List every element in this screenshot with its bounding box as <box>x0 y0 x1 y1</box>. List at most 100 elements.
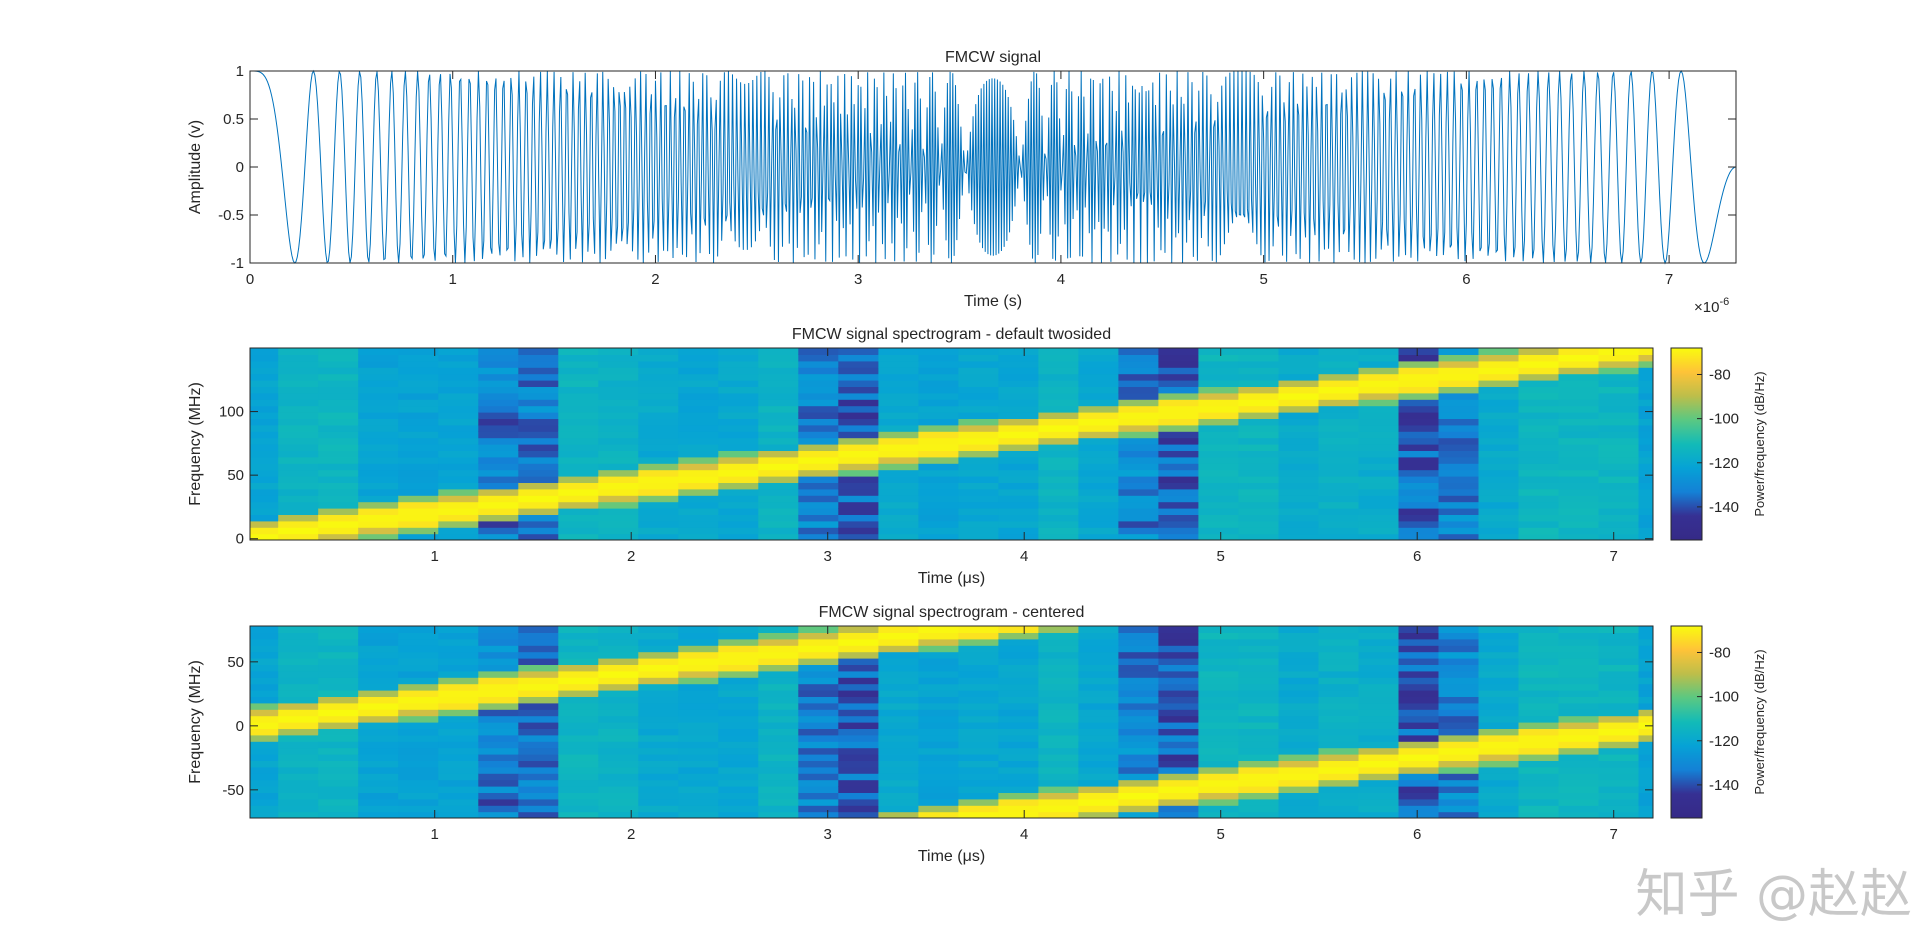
spectrogram-cell <box>318 670 359 678</box>
spectrogram-cell <box>1638 476 1653 483</box>
y-axis-label: Amplitude (v) <box>187 120 204 214</box>
spectrogram-cell <box>798 696 839 704</box>
spectrogram-cell <box>1638 418 1653 426</box>
spectrogram-cell <box>1198 798 1239 806</box>
spectrogram-cell <box>438 437 479 445</box>
spectrogram-cell <box>1518 651 1560 659</box>
spectrogram-cell <box>1198 651 1239 659</box>
spectrogram-cell <box>250 456 279 464</box>
spectrogram-cell <box>1318 715 1360 723</box>
spectrogram-cell <box>438 670 479 678</box>
spectrogram-cell <box>958 463 999 471</box>
spectrogram-cell <box>1478 747 1520 755</box>
spectrogram-cell <box>838 450 879 458</box>
spectrogram-cell <box>598 450 639 458</box>
spectrogram-cell <box>918 638 959 646</box>
spectrogram-cell <box>1558 469 1600 477</box>
spectrogram-cell <box>838 715 879 723</box>
spectrogram-cell <box>1038 734 1079 742</box>
spectrogram-cell <box>518 638 559 646</box>
spectrogram-cell <box>1158 386 1199 394</box>
spectrogram-cell <box>1078 702 1119 710</box>
spectrogram-cell <box>718 431 759 439</box>
spectrogram-cell <box>1518 683 1560 691</box>
spectrogram-cell <box>918 690 959 697</box>
spectrogram-cell <box>318 798 359 806</box>
spectrogram-cell <box>1478 354 1520 362</box>
spectrogram-cell <box>798 754 839 761</box>
spectrogram-cell <box>1638 463 1653 471</box>
spectrogram-cell <box>398 626 439 633</box>
spectrogram-cell <box>838 405 879 413</box>
spectrogram-cell <box>598 354 639 362</box>
spectrogram-cell <box>678 638 719 646</box>
spectrogram-cell <box>558 386 599 394</box>
spectrogram-cell <box>358 722 399 729</box>
spectrogram-cell <box>958 670 999 678</box>
spectrogram-cell <box>838 664 879 672</box>
spectrogram-cell <box>1638 386 1653 394</box>
spectrogram-cell <box>1318 709 1360 717</box>
spectrogram-cell <box>1518 722 1560 729</box>
spectrogram-cell <box>250 632 279 640</box>
spectrogram-cell <box>1078 792 1119 800</box>
spectrogram-cell <box>1438 367 1480 375</box>
spectrogram-cell <box>718 405 759 413</box>
spectrogram-cell <box>598 632 639 640</box>
spectrogram-cell <box>478 773 519 781</box>
spectrogram-cell <box>1278 798 1320 806</box>
spectrogram-cell <box>1118 348 1159 355</box>
spectrogram-cell <box>1638 677 1653 685</box>
spectrogram-cell <box>1358 651 1400 659</box>
plot-title: FMCW signal spectrogram - default twosid… <box>792 326 1111 343</box>
spectrogram-cell <box>1558 533 1600 540</box>
spectrogram-cell <box>1398 399 1440 407</box>
spectrogram-cell <box>1358 811 1400 818</box>
spectrogram-cell <box>1478 805 1520 813</box>
spectrogram-cell <box>558 696 599 704</box>
spectrogram-cell <box>1038 811 1079 818</box>
spectrogram-cell <box>718 715 759 723</box>
spectrogram-cell <box>758 437 799 445</box>
spectrogram-cell <box>438 431 479 439</box>
spectrogram-cell <box>1518 626 1560 633</box>
spectrogram-cell <box>678 709 719 717</box>
spectrogram-cell <box>478 508 519 515</box>
spectrogram-cell <box>398 463 439 471</box>
spectrogram-cell <box>318 645 359 653</box>
spectrogram-cell <box>1158 360 1199 368</box>
spectrogram-cell <box>398 476 439 483</box>
spectrogram-cell <box>638 696 679 704</box>
spectrogram-cell <box>998 495 1039 503</box>
spectrogram-cell <box>798 670 839 678</box>
spectrogram-cell <box>438 386 479 394</box>
spectrogram-cell <box>1118 792 1159 800</box>
y-tick-label: -0.5 <box>218 207 244 224</box>
spectrogram-cell <box>1038 722 1079 729</box>
spectrogram-cell <box>998 811 1039 818</box>
spectrogram-cell <box>798 469 839 477</box>
spectrogram-cell <box>358 380 399 387</box>
spectrogram-cell <box>1198 702 1239 710</box>
spectrogram-cell <box>1278 760 1320 768</box>
spectrogram-cell <box>678 690 719 697</box>
spectrogram-cell <box>398 418 439 426</box>
spectrogram-cell <box>398 811 439 818</box>
spectrogram-cell <box>1238 677 1279 685</box>
spectrogram-cell <box>598 348 639 355</box>
spectrogram-cell <box>1118 677 1159 685</box>
spectrogram-cell <box>250 380 279 387</box>
spectrogram-cell <box>1318 463 1360 471</box>
spectrogram-cell <box>438 779 479 787</box>
spectrogram-cell <box>278 456 319 464</box>
spectrogram-cell <box>478 658 519 665</box>
spectrogram-cell <box>1358 456 1400 464</box>
spectrogram-cell <box>598 638 639 646</box>
x-axis-label: Time (s) <box>964 293 1022 310</box>
spectrogram-cell <box>1398 734 1440 742</box>
spectrogram-cell <box>1438 709 1480 717</box>
spectrogram-cell <box>478 715 519 723</box>
spectrogram-cell <box>598 766 639 774</box>
spectrogram-cell <box>1078 638 1119 646</box>
spectrogram-cell <box>1278 702 1320 710</box>
